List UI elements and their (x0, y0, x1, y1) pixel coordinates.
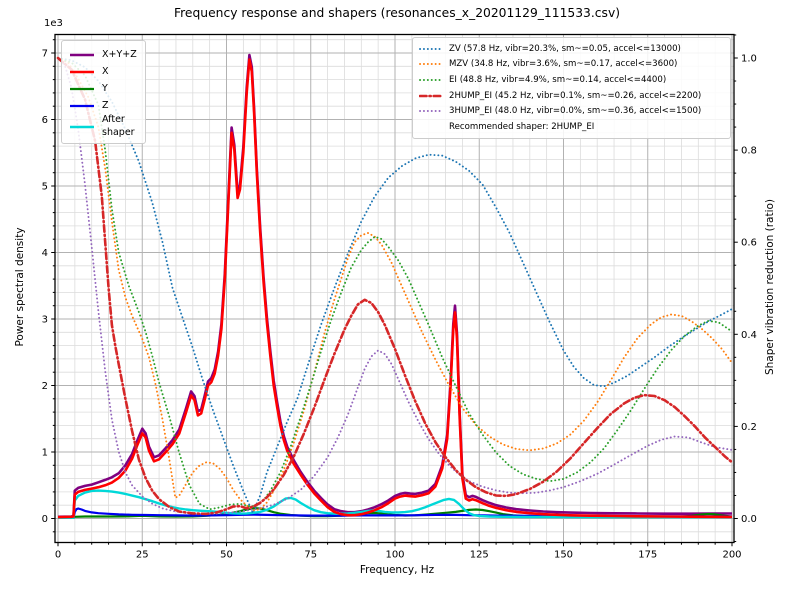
svg-text:0: 0 (42, 514, 48, 525)
tick-labels: 0 25 50 75 100 125 150 175 200 0 1 2 3 4 5 6 7 0.0 0.2 0.4 0… (42, 49, 757, 561)
svg-text:100: 100 (385, 550, 404, 561)
legend-line-sample (419, 110, 443, 113)
legend-line-sample (70, 70, 94, 73)
legend-label: EI (48.8 Hz, vibr=4.9%, sm~=0.14, accel<… (449, 74, 667, 85)
legend-label: After shaper (102, 114, 135, 138)
legend-label: ZV (57.8 Hz, vibr=20.3%, sm~=0.05, accel… (449, 43, 681, 54)
legend-entry: MZV (34.8 Hz, vibr=3.6%, sm~=0.17, accel… (419, 57, 724, 73)
y-axis-label-right: Shaper vibration reduction (ratio) (764, 198, 776, 376)
legend-entry: ZV (57.8 Hz, vibr=20.3%, sm~=0.05, accel… (419, 41, 724, 57)
legend-line-sample (70, 53, 94, 56)
series-3hump_ei (57, 57, 733, 515)
tick-marks (51, 34, 738, 547)
legend-entry: Y (69, 80, 137, 97)
legend-label: 2HUMP_EI (45.2 Hz, vibr=0.1%, sm~=0.26, … (449, 90, 702, 101)
chart-title: Frequency response and shapers (resonanc… (173, 6, 621, 20)
series-x (57, 58, 733, 519)
svg-text:0.4: 0.4 (741, 330, 757, 341)
svg-text:75: 75 (304, 550, 317, 561)
legend-label: X (102, 66, 109, 77)
svg-text:25: 25 (136, 550, 149, 561)
legend-label: Z (102, 100, 109, 111)
series-after_shaper (58, 489, 732, 519)
y-axis-label-left: Power spectral density (14, 227, 26, 347)
legend-label: MZV (34.8 Hz, vibr=3.6%, sm~=0.17, accel… (449, 59, 678, 70)
legend-line-sample (70, 104, 94, 107)
legend-entry: 2HUMP_EI (45.2 Hz, vibr=0.1%, sm~=0.26, … (419, 88, 724, 104)
svg-text:6: 6 (42, 115, 48, 126)
legend-entry: Z (69, 97, 137, 114)
svg-text:3: 3 (42, 315, 48, 326)
legend-entry: X (69, 63, 137, 80)
legend-label: Y (102, 83, 108, 94)
series-ei (57, 57, 733, 511)
svg-text:7: 7 (42, 49, 48, 60)
legend-line-sample (70, 125, 94, 128)
legend-line-sample (70, 87, 94, 90)
legend-line-sample (419, 47, 443, 50)
svg-text:4: 4 (42, 248, 48, 259)
legend-entry: X+Y+Z (69, 46, 137, 63)
x-axis-label: Frequency, Hz (359, 564, 435, 576)
legend-label: X+Y+Z (102, 49, 137, 60)
series-z (58, 507, 733, 519)
legend-label: 3HUMP_EI (48.0 Hz, vibr=0.0%, sm~=0.36, … (449, 106, 702, 117)
legend-line-sample (419, 63, 443, 66)
legend-entry: Recommended shaper: 2HUMP_EI (419, 119, 724, 135)
svg-text:0.8: 0.8 (741, 146, 757, 157)
legend-left: X+Y+Z X Y Z After shaper (61, 40, 146, 144)
svg-text:5: 5 (42, 182, 48, 193)
series-zv (57, 57, 733, 514)
svg-text:0.0: 0.0 (741, 514, 757, 525)
legend-right: ZV (57.8 Hz, vibr=20.3%, sm~=0.05, accel… (412, 37, 731, 139)
svg-text:0.6: 0.6 (741, 238, 757, 249)
svg-text:2: 2 (42, 381, 48, 392)
svg-text:175: 175 (638, 550, 657, 561)
svg-text:1.0: 1.0 (741, 54, 757, 65)
legend-line-sample (419, 79, 443, 81)
legend-entry: EI (48.8 Hz, vibr=4.9%, sm~=0.14, accel<… (419, 72, 724, 88)
svg-text:1: 1 (42, 448, 48, 459)
svg-text:125: 125 (470, 550, 489, 561)
legend-label: Recommended shaper: 2HUMP_EI (449, 121, 595, 132)
svg-text:0: 0 (55, 550, 61, 561)
svg-text:200: 200 (722, 550, 741, 561)
legend-line-sample (419, 94, 443, 97)
svg-text:150: 150 (554, 550, 573, 561)
svg-text:50: 50 (220, 550, 233, 561)
legend-entry: 3HUMP_EI (48.0 Hz, vibr=0.0%, sm~=0.36, … (419, 103, 724, 119)
legend-entry: After shaper (69, 114, 137, 139)
svg-text:0.2: 0.2 (741, 422, 757, 433)
y-axis-offset-text: 1e3 (44, 18, 63, 29)
series-2hump_ei (56, 56, 734, 516)
series-mzv (57, 57, 733, 512)
